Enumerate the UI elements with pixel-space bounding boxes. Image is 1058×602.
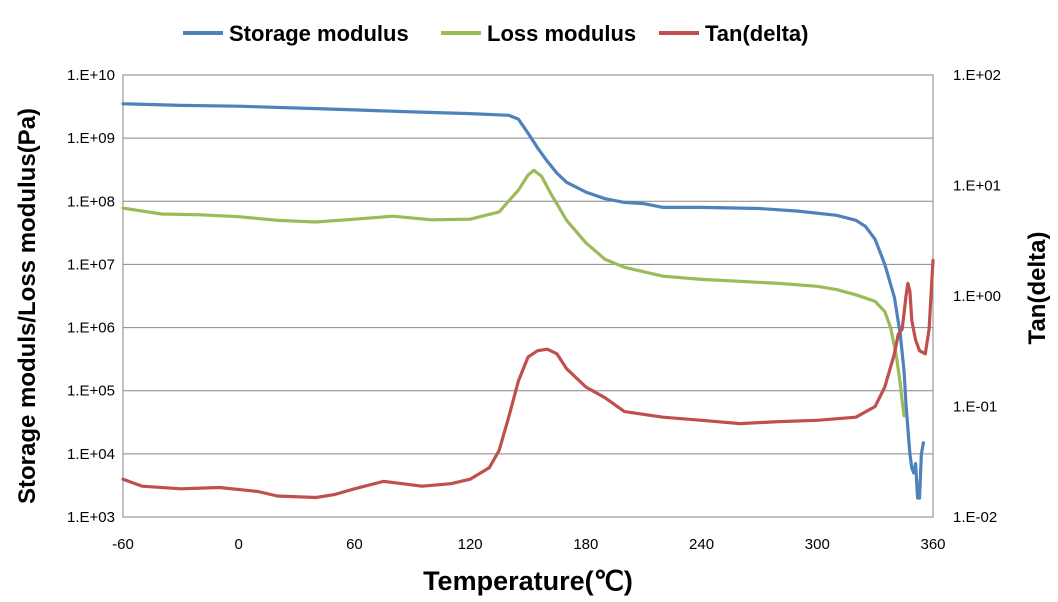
x-tick-label: 180 xyxy=(573,536,598,553)
series-line-loss-modulus xyxy=(121,168,906,418)
legend-label-loss-modulus: Loss modulus xyxy=(487,21,636,46)
y-right-tick-label: 1.E+00 xyxy=(953,288,1001,305)
x-tick-label: 120 xyxy=(458,536,483,553)
plot-area xyxy=(122,74,934,518)
x-tick-label: -60 xyxy=(112,536,134,553)
legend: Storage modulus Loss modulus Tan(delta) xyxy=(183,21,808,46)
series-line-storage-modulus xyxy=(121,102,926,500)
y-left-tick-label: 1.E+08 xyxy=(67,193,115,210)
y-left-tick-label: 1.E+10 xyxy=(67,67,115,84)
y-axis-left-title: Storage moduls/Loss modulus(Pa) xyxy=(14,108,41,504)
series-layer xyxy=(121,102,935,500)
x-axis-title: Temperature(℃) xyxy=(423,566,633,596)
y-left-tick-label: 1.E+07 xyxy=(67,256,115,273)
y-left-tick-label: 1.E+09 xyxy=(67,130,115,147)
x-tick-label: 300 xyxy=(805,536,830,553)
y-right-tick-label: 1.E-01 xyxy=(953,399,997,416)
y-right-tick-label: 1.E+01 xyxy=(953,178,1001,195)
series-line-tan-delta xyxy=(121,258,935,500)
legend-label-storage-modulus: Storage modulus xyxy=(229,21,409,46)
y-right-tick-label: 1.E+02 xyxy=(953,67,1001,84)
gridlines xyxy=(123,74,933,518)
x-tick-label: 0 xyxy=(235,536,243,553)
y-axis-right-title: Tan(delta) xyxy=(1024,232,1051,345)
y-left-tick-label: 1.E+04 xyxy=(67,446,115,463)
y-left-tick-label: 1.E+03 xyxy=(67,509,115,526)
x-tick-label: 60 xyxy=(346,536,363,553)
legend-label-tan-delta: Tan(delta) xyxy=(705,21,808,46)
tick-labels: 1.E+03 1.E+04 1.E+05 1.E+06 1.E+07 1.E+08 1.E+… xyxy=(67,67,1001,553)
x-tick-label: 240 xyxy=(689,536,714,553)
y-left-tick-label: 1.E+05 xyxy=(67,383,115,400)
y-right-tick-label: 1.E-02 xyxy=(953,509,997,526)
x-tick-label: 360 xyxy=(920,536,945,553)
y-left-tick-label: 1.E+06 xyxy=(67,320,115,337)
